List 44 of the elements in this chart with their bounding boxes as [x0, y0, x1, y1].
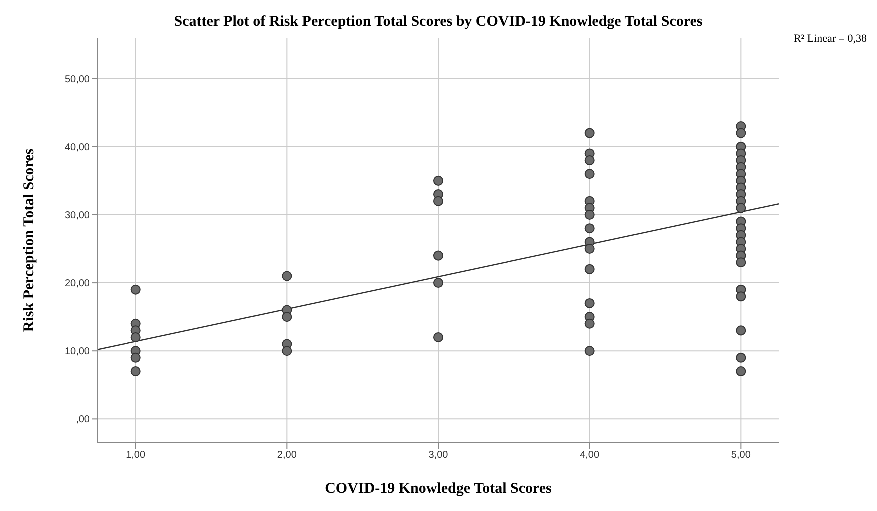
- point: [433, 250, 444, 261]
- point: [584, 224, 595, 234]
- y-axis-title: Risk Perception Total Scores: [21, 148, 38, 332]
- point: [584, 210, 595, 220]
- y-tick-label: 50,00: [64, 74, 90, 86]
- point: [282, 271, 292, 282]
- point: [584, 244, 595, 254]
- y-tick-label: 10,00: [64, 346, 90, 358]
- point: [584, 169, 595, 180]
- point: [736, 292, 746, 302]
- point: [282, 346, 292, 356]
- point: [130, 352, 141, 363]
- point: [736, 352, 746, 363]
- point: [584, 264, 595, 274]
- point: [433, 278, 444, 288]
- point: [736, 128, 746, 138]
- point: [130, 284, 141, 295]
- point: [433, 196, 444, 206]
- point: [736, 366, 746, 377]
- point: [433, 176, 444, 186]
- point: [736, 203, 746, 214]
- x-tick-label: 5,00: [731, 450, 752, 462]
- point: [584, 156, 595, 166]
- x-tick-label: 2,00: [277, 450, 298, 462]
- chart-title: Scatter Plot of Risk Perception Total Scores by COVID-19 Knowledge Total Scores: [173, 14, 704, 31]
- x-tick-label: 3,00: [428, 450, 449, 462]
- point: [433, 332, 444, 342]
- point: [584, 298, 595, 308]
- point: [130, 366, 141, 377]
- point: [584, 128, 595, 138]
- point: [584, 318, 595, 329]
- text: R² Linear = 0,38: [794, 33, 868, 45]
- point: [282, 312, 292, 322]
- x-axis-title: COVID-19 Knowledge Total Scores: [325, 481, 552, 497]
- y-tick-label: 20,00: [64, 278, 90, 290]
- point: [584, 346, 595, 356]
- x-tick-label: 1,00: [126, 450, 146, 462]
- y-tick-label: 30,00: [64, 210, 90, 222]
- y-tick-label: 40,00: [64, 142, 90, 154]
- point: [736, 258, 746, 268]
- x-tick-label: 4,00: [580, 450, 600, 462]
- point: [130, 332, 141, 342]
- point: [736, 326, 746, 336]
- y-tick-label: ,00: [76, 414, 90, 426]
